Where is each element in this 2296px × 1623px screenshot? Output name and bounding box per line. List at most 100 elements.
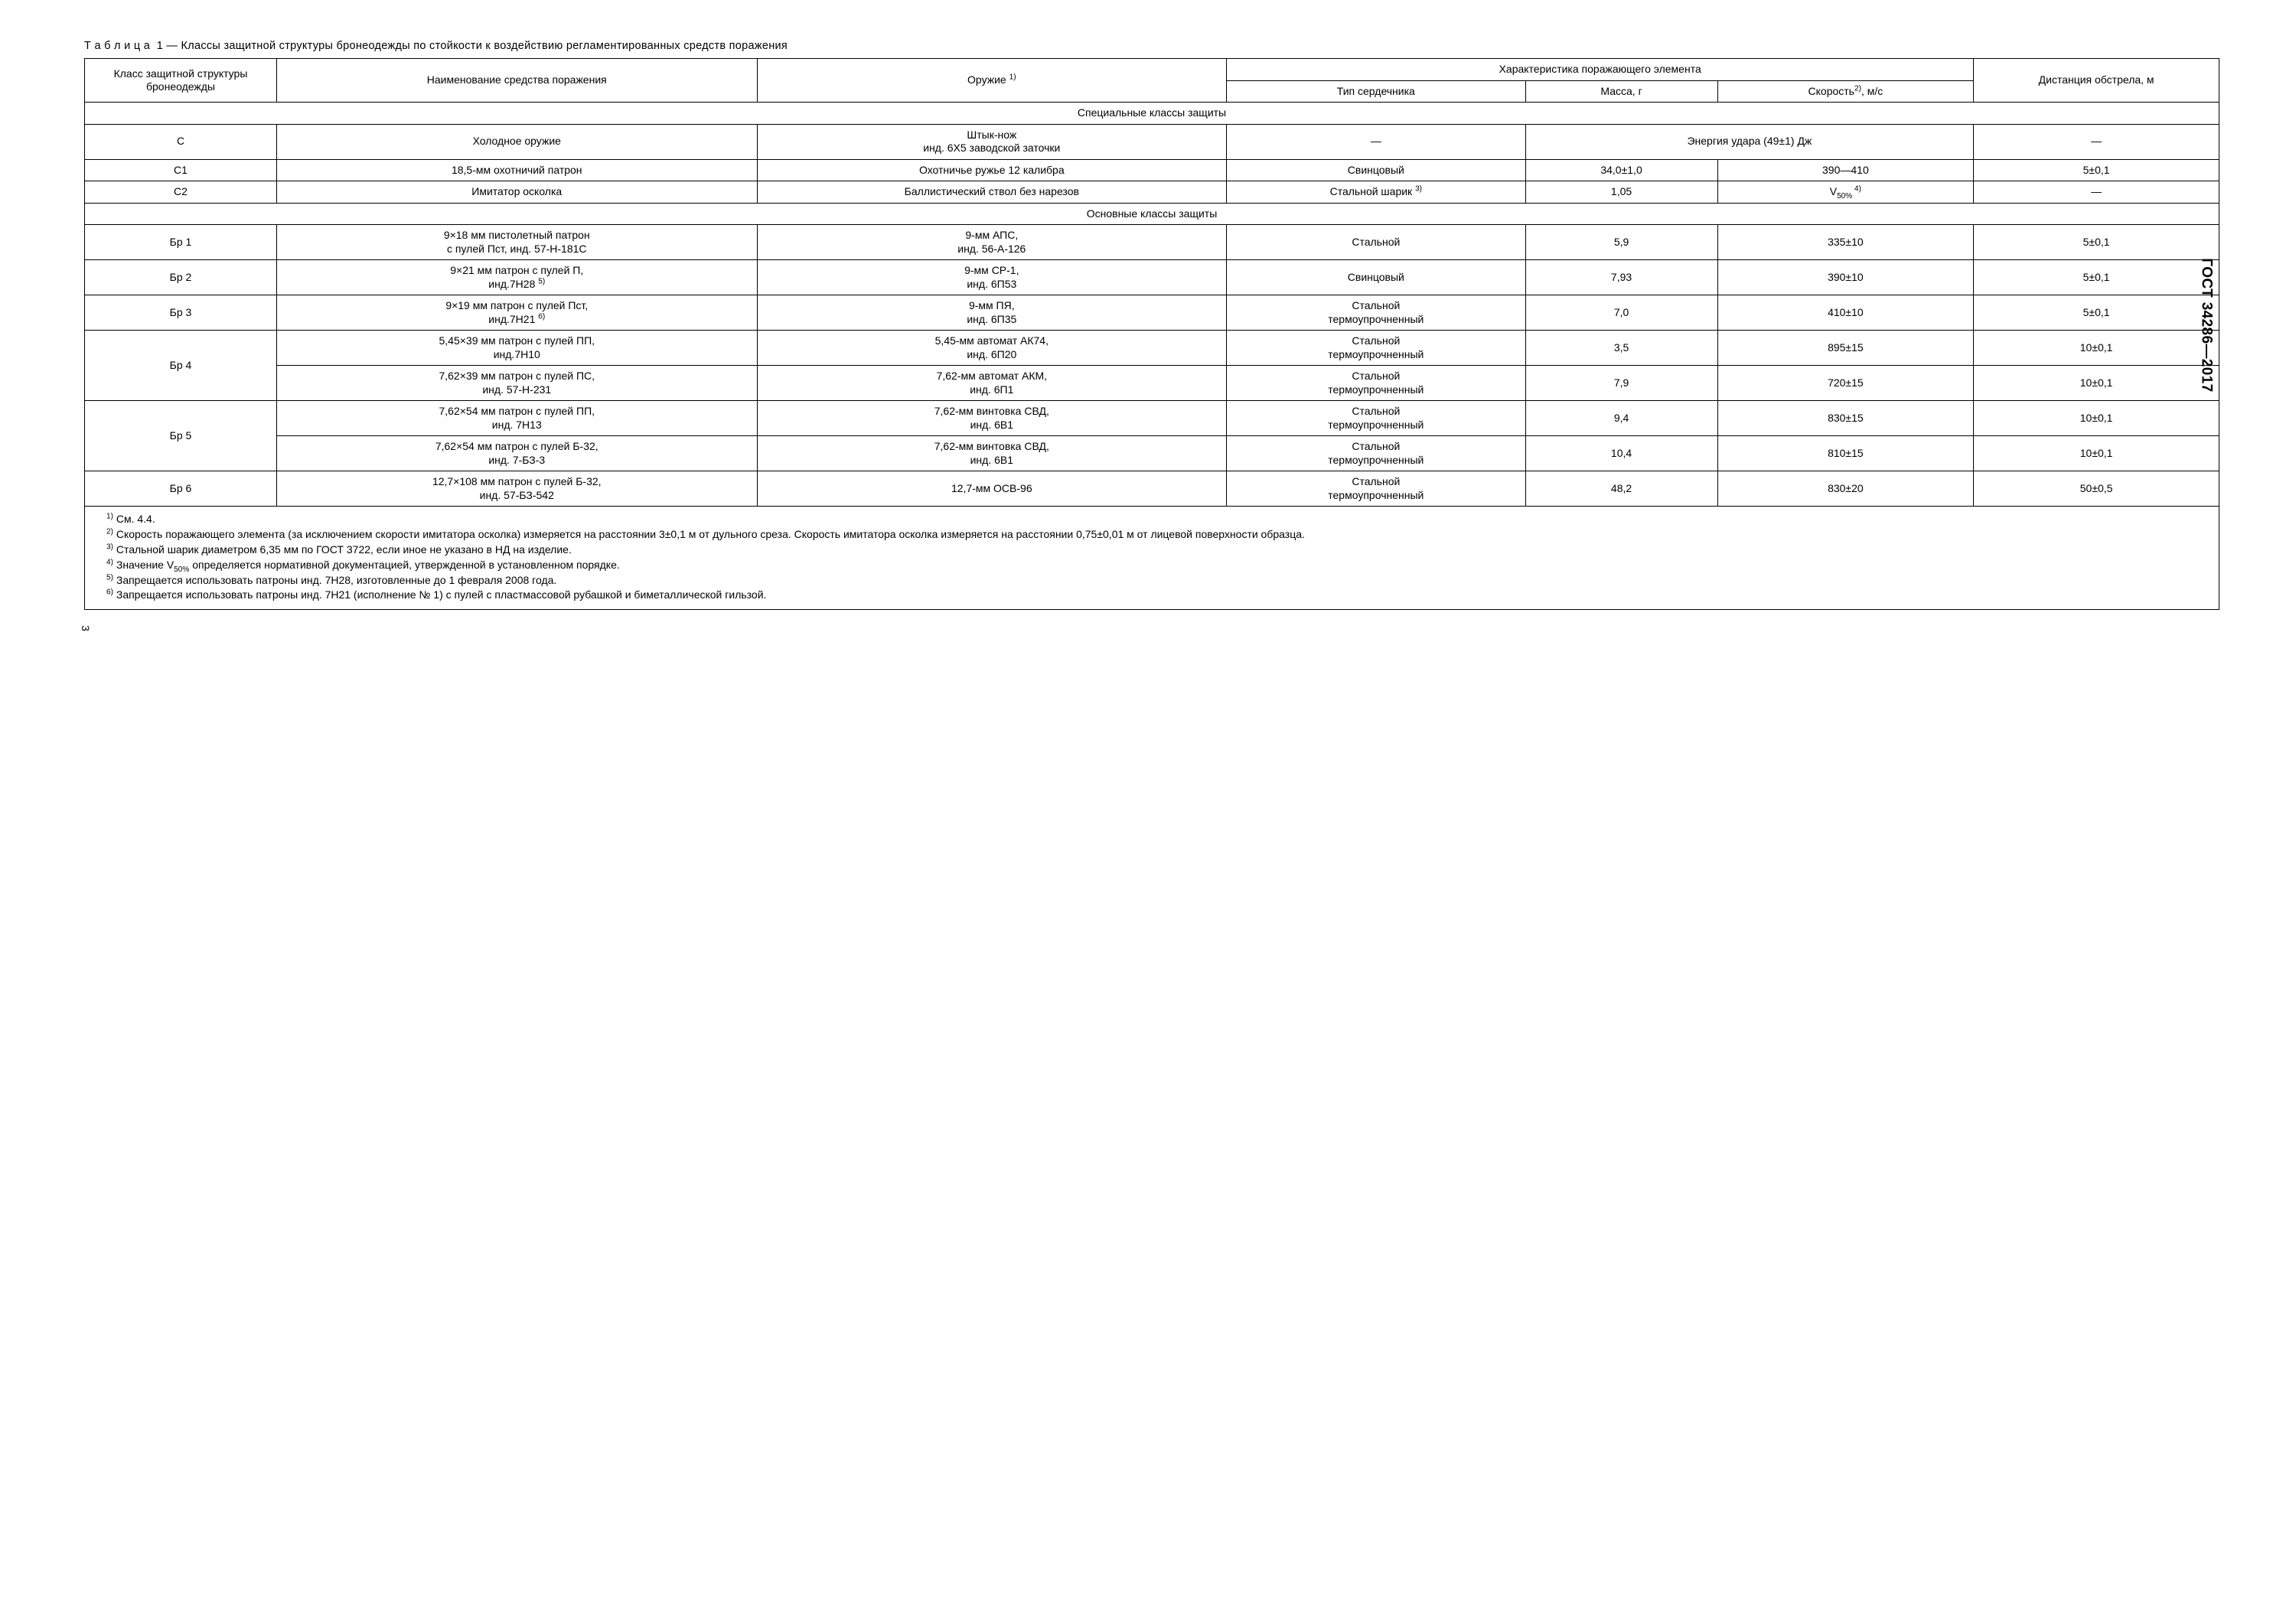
th-speed-post: , м/с <box>1861 85 1883 97</box>
cell-core: — <box>1227 124 1525 159</box>
table-row: Бр 3 9×19 мм патрон с пулей Пст,инд.7Н21… <box>85 295 2219 331</box>
th-proj-char: Характеристика поражающего элемента <box>1227 59 1974 81</box>
cell-dist: 5±0,1 <box>1974 260 2219 295</box>
cell-weapon: Штык-ножинд. 6Х5 заводской заточки <box>757 124 1227 159</box>
cell-weapon: Охотничье ружье 12 калибра <box>757 159 1227 181</box>
cell-energy: Энергия удара (49±1) Дж <box>1525 124 1974 159</box>
th-class: Класс защитной структуры бронеодежды <box>85 59 277 103</box>
l1: Стальной <box>1352 334 1400 347</box>
cell-weapon: 9-мм СР-1, инд. 6П53 <box>757 260 1227 295</box>
cell-weapon: 7,62-мм винтовка СВД,инд. 6В1 <box>757 436 1227 471</box>
cell-speed: 810±15 <box>1717 436 1974 471</box>
table-row: Бр 4 5,45×39 мм патрон с пулей ПП,инд.7Н… <box>85 331 2219 366</box>
core-pre: Стальной шарик <box>1330 185 1415 197</box>
l1: Стальной <box>1352 475 1400 487</box>
cell-core: Свинцовый <box>1227 159 1525 181</box>
fn-text: Запрещается использовать патроны инд. 7Н… <box>113 574 556 586</box>
l1: 7,62×54 мм патрон с пулей ПП, <box>439 405 595 417</box>
cell-name: 9×19 мм патрон с пулей Пст,инд.7Н21 6) <box>277 295 758 331</box>
cell-class: Бр 1 <box>85 225 277 260</box>
cell-speed: 335±10 <box>1717 225 1974 260</box>
table-row: 7,62×54 мм патрон с пулей Б-32,инд. 7-БЗ… <box>85 436 2219 471</box>
l2: инд. 6В1 <box>970 419 1013 431</box>
table-row: 7,62×39 мм патрон с пулей ПС,инд. 57-Н-2… <box>85 366 2219 401</box>
fn-sup: 4) <box>106 558 113 566</box>
section-special: Специальные классы защиты <box>85 103 2219 125</box>
l1: Стальной <box>1352 370 1400 382</box>
table-row: Бр 2 9×21 мм патрон с пулей П,инд.7Н28 5… <box>85 260 2219 295</box>
l1: 9×18 мм пистолетный патрон <box>444 229 590 241</box>
cell-dist: 10±0,1 <box>1974 401 2219 436</box>
cell-class: С1 <box>85 159 277 181</box>
l1: 9-мм АПС, <box>965 229 1018 241</box>
fn-sup: 1) <box>106 512 113 520</box>
cell-dist: — <box>1974 181 2219 204</box>
th-mass: Масса, г <box>1525 80 1717 103</box>
cell-class: Бр 4 <box>85 331 277 401</box>
l2: инд. 6П20 <box>967 348 1016 360</box>
cell-weapon: 12,7-мм ОСВ-96 <box>757 471 1227 507</box>
cell-class: Бр 3 <box>85 295 277 331</box>
fn-sup: 6) <box>106 588 113 597</box>
l2: инд.7Н28 <box>488 278 538 290</box>
fn-post: определяется нормативной документацией, … <box>189 559 619 571</box>
cell-name: 5,45×39 мм патрон с пулей ПП,инд.7Н10 <box>277 331 758 366</box>
l2: термоупрочненный <box>1328 383 1424 396</box>
table-row: Бр 6 12,7×108 мм патрон с пулей Б-32,инд… <box>85 471 2219 507</box>
cell-speed: 895±15 <box>1717 331 1974 366</box>
fn-pre: Значение V <box>113 559 174 571</box>
fn-sup: 3) <box>106 543 113 551</box>
cell-dist: 10±0,1 <box>1974 366 2219 401</box>
table-row: С1 18,5-мм охотничий патрон Охотничье ру… <box>85 159 2219 181</box>
l2: термоупрочненный <box>1328 348 1424 360</box>
l2: инд. 7Н13 <box>492 419 542 431</box>
cell-class: Бр 5 <box>85 401 277 471</box>
l1: Штык-нож <box>967 129 1016 141</box>
l2: инд. 7-БЗ-3 <box>488 454 545 466</box>
fn-text: Скорость поражающего элемента (за исключ… <box>113 528 1305 540</box>
caption-text: Классы защитной структуры бронеодежды по… <box>181 40 788 52</box>
cell-core: Стальной <box>1227 225 1525 260</box>
cell-speed: 410±10 <box>1717 295 1974 331</box>
l1: Стальной <box>1352 299 1400 311</box>
cell-name: 9×18 мм пистолетный патрон с пулей Пст, и… <box>277 225 758 260</box>
cell-core: Стальнойтермоупрочненный <box>1227 471 1525 507</box>
l2: инд.7Н10 <box>494 348 540 360</box>
l2sup: 5) <box>538 277 545 285</box>
cell-core: Стальной термоупрочненный <box>1227 436 1525 471</box>
cell-mass: 7,0 <box>1525 295 1717 331</box>
table-row: С2 Имитатор осколка Баллистический ствол… <box>85 181 2219 204</box>
cell-core: Стальной шарик 3) <box>1227 181 1525 204</box>
l2: инд. 6П53 <box>967 278 1016 290</box>
cell-dist: 5±0,1 <box>1974 295 2219 331</box>
l1: 9×21 мм патрон с пулей П, <box>450 264 583 276</box>
cell-core: Стальнойтермоупрочненный <box>1227 295 1525 331</box>
cell-name: 9×21 мм патрон с пулей П, инд.7Н28 5) <box>277 260 758 295</box>
cell-name: 7,62×54 мм патрон с пулей Б-32,инд. 7-БЗ… <box>277 436 758 471</box>
l2: с пулей Пст, инд. 57-Н-181С <box>447 243 587 255</box>
th-weapon-pre: Оружие <box>967 73 1009 86</box>
table-row: Бр 5 7,62×54 мм патрон с пулей ПП,инд. 7… <box>85 401 2219 436</box>
core-sup: 3) <box>1415 184 1422 193</box>
l2: инд.7Н21 <box>488 313 538 325</box>
fn-sup: 5) <box>106 573 113 582</box>
l1: 7,62×39 мм патрон с пулей ПС, <box>439 370 595 382</box>
fn-sup: 2) <box>106 527 113 536</box>
l1: 5,45-мм автомат АК74, <box>935 334 1049 347</box>
l1: 9-мм ПЯ, <box>969 299 1015 311</box>
cell-mass: 9,4 <box>1525 401 1717 436</box>
l1: 5,45×39 мм патрон с пулей ПП, <box>439 334 595 347</box>
l1: Стальной <box>1352 440 1400 452</box>
th-speed-sup: 2) <box>1854 84 1861 93</box>
l2: инд. 6П35 <box>967 313 1016 325</box>
th-name: Наименование средства поражения <box>277 59 758 103</box>
l1: 7,62-мм автомат АКМ, <box>937 370 1047 382</box>
l1: 7,62-мм винтовка СВД, <box>934 440 1049 452</box>
fn-text: Стальной шарик диаметром 6,35 мм по ГОСТ… <box>113 543 572 556</box>
cell-speed: 830±15 <box>1717 401 1974 436</box>
cell-speed: 720±15 <box>1717 366 1974 401</box>
cell-weapon: 9-мм ПЯ, инд. 6П35 <box>757 295 1227 331</box>
l1: 9-мм СР-1, <box>964 264 1019 276</box>
l2: термоупрочненный <box>1328 454 1424 466</box>
l2: инд. 6П1 <box>970 383 1013 396</box>
